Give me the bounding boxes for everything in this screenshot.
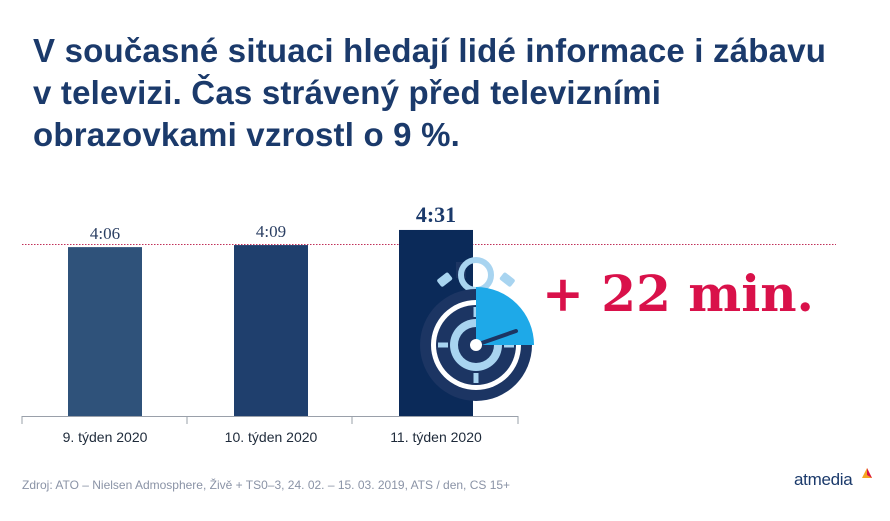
data-label-3: 4:31 [416,202,456,227]
bars-layer [68,229,473,416]
stopwatch-icon [420,257,534,401]
x-tick-label-3: 11. týden 2020 [390,429,482,445]
delta-label: + 22 min. [542,264,814,323]
page-title: V současné situaci hledají lidé informac… [33,32,827,153]
logo-text: atmedia [794,470,853,489]
labels-layer: 4:06 9. týden 2020 4:09 10. týden 2020 4:31 1… [63,202,482,445]
data-label-1: 4:06 [90,224,120,243]
bar-1 [68,247,142,416]
x-tick-label-2: 10. týden 2020 [225,429,318,445]
source-note: Zdroj: ATO – Nielsen Admosphere, Živě + … [22,478,511,492]
logo-mark-icon [862,468,872,478]
data-label-2: 4:09 [256,222,286,241]
atmedia-logo: atmedia [794,468,872,494]
bar-2 [234,245,308,416]
x-tick-label-1: 9. týden 2020 [63,429,148,445]
